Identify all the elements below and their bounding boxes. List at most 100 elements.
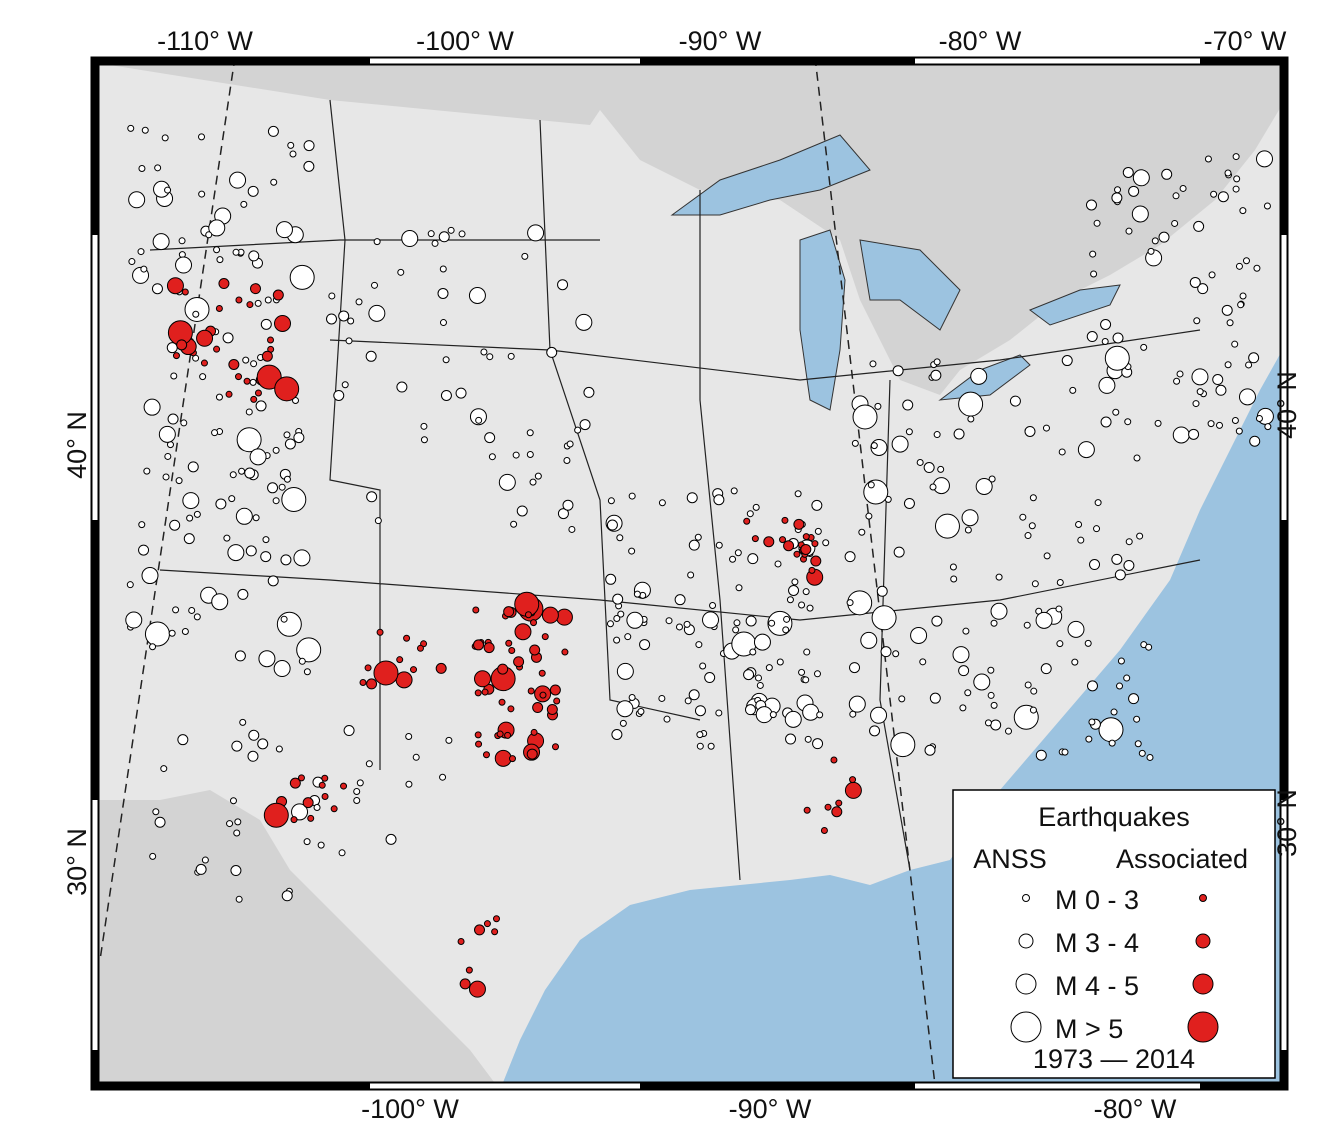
quake	[876, 585, 888, 597]
quake	[321, 774, 329, 782]
quake	[1196, 388, 1204, 396]
quake	[892, 650, 900, 658]
quake	[1208, 271, 1216, 279]
quake	[1255, 414, 1263, 422]
quake	[583, 386, 595, 398]
quake	[729, 555, 737, 563]
quake	[1197, 283, 1209, 295]
quake	[1133, 454, 1141, 462]
quake	[313, 803, 321, 811]
quake	[931, 615, 943, 627]
quake	[257, 738, 269, 750]
quake	[803, 806, 811, 814]
quake	[803, 648, 811, 656]
quake	[848, 695, 866, 713]
quake	[246, 301, 254, 309]
quake	[229, 797, 237, 805]
quake	[240, 200, 248, 208]
quake	[287, 141, 295, 149]
quake	[616, 534, 624, 542]
quake	[529, 644, 541, 656]
quake	[371, 281, 379, 289]
quake	[187, 461, 199, 473]
quake	[924, 744, 936, 756]
quake	[170, 372, 178, 380]
quake	[893, 546, 905, 558]
quake	[303, 160, 315, 172]
quake	[961, 509, 979, 527]
quake	[513, 656, 525, 668]
quake	[1056, 579, 1064, 587]
quake	[1117, 657, 1125, 665]
quake	[822, 539, 830, 547]
quake	[1204, 155, 1212, 163]
quake	[970, 367, 988, 385]
quake	[1171, 219, 1179, 227]
quake	[566, 440, 574, 448]
quake	[225, 390, 233, 398]
quake	[804, 735, 812, 743]
quake	[1249, 435, 1261, 447]
right-label: 30° N	[1272, 789, 1302, 857]
quake	[198, 133, 206, 141]
quake	[437, 287, 449, 299]
quake	[494, 749, 512, 767]
quake	[733, 619, 741, 627]
quake	[860, 631, 878, 649]
quake	[1140, 343, 1148, 351]
quake	[267, 125, 279, 137]
quake	[1145, 643, 1153, 651]
right-label: 40° N	[1272, 371, 1302, 439]
quake	[704, 672, 716, 684]
quake	[1189, 276, 1201, 288]
quake	[508, 755, 516, 763]
quake	[281, 890, 293, 902]
quake	[1088, 718, 1096, 726]
quake	[949, 563, 957, 571]
legend-rows: M 0 - 3 M 3 - 4 M 4 - 5 M > 5	[1010, 885, 1219, 1044]
quake	[1090, 270, 1098, 278]
quake	[783, 540, 795, 552]
quake	[562, 499, 574, 511]
quake	[555, 608, 573, 626]
quake	[546, 703, 558, 715]
quake	[175, 256, 193, 274]
quake	[280, 554, 292, 566]
quake	[749, 648, 757, 656]
quake	[987, 691, 995, 699]
quake	[1154, 419, 1162, 427]
quake	[783, 615, 791, 623]
quake	[138, 521, 146, 529]
quake	[1086, 331, 1098, 343]
quake	[410, 666, 418, 674]
quake	[858, 528, 866, 536]
quake	[811, 540, 819, 548]
quake	[1224, 361, 1232, 369]
quake	[1061, 748, 1069, 756]
quake	[663, 715, 671, 723]
quake	[933, 431, 941, 439]
quake	[272, 497, 280, 505]
quake	[341, 381, 349, 389]
quake	[469, 408, 487, 426]
quake	[152, 808, 160, 816]
quake	[218, 278, 230, 290]
quake	[184, 296, 210, 322]
quake	[468, 287, 486, 305]
quake	[138, 165, 146, 173]
quake	[1172, 426, 1190, 444]
bottom-label: -90° W	[729, 1094, 812, 1124]
quake	[871, 605, 897, 631]
quake	[530, 728, 538, 736]
quake	[852, 404, 878, 430]
quake	[475, 740, 483, 748]
quake	[798, 601, 806, 609]
quake	[376, 628, 384, 636]
quake	[753, 633, 771, 651]
quake	[138, 544, 150, 556]
legend-title: Earthquakes	[1038, 802, 1190, 832]
quake	[696, 742, 704, 750]
quake	[373, 238, 381, 246]
quake	[1035, 611, 1053, 629]
quake	[216, 256, 224, 264]
